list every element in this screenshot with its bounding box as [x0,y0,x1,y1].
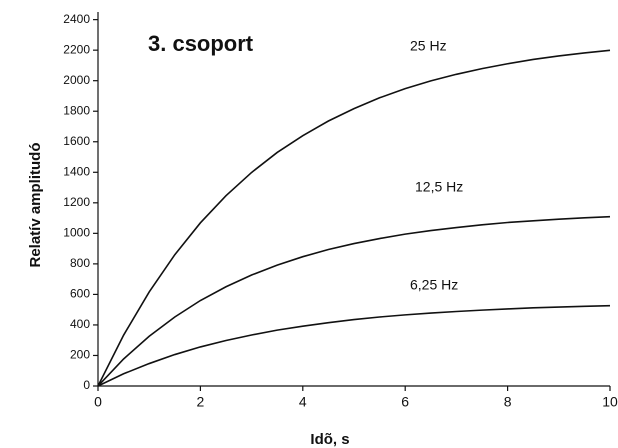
y-tick-label: 600 [70,287,90,301]
y-tick-label: 400 [70,317,90,331]
series-line [97,49,611,387]
y-tick-label: 1600 [63,134,90,148]
y-tick-label: 1000 [63,226,90,240]
y-tick-label: 2400 [63,12,90,26]
series-label: 25 Hz [410,38,447,54]
series-label: 12,5 Hz [415,179,463,195]
x-tick-label: 2 [197,394,205,410]
x-axis-label: Idõ, s [310,431,349,448]
x-tick-label: 8 [504,394,512,410]
series-line [97,215,611,387]
y-tick-label: 1400 [63,164,90,178]
series-label: 6,25 Hz [410,277,458,293]
x-tick-label: 0 [94,394,102,410]
y-tick-label: 0 [83,378,90,392]
y-tick-label: 2200 [63,42,90,56]
y-tick-label: 800 [70,256,90,270]
x-tick-label: 4 [299,394,307,410]
y-tick-label: 2000 [63,73,90,87]
y-tick-label: 1800 [63,103,90,117]
y-tick-label: 200 [70,348,90,362]
chart-title: 3. csoport [148,31,254,56]
x-tick-label: 10 [602,394,618,410]
series-line [97,304,611,387]
y-tick-label: 1200 [63,195,90,209]
y-axis-label: Relatív amplitudó [27,142,44,267]
x-tick-label: 6 [401,394,409,410]
